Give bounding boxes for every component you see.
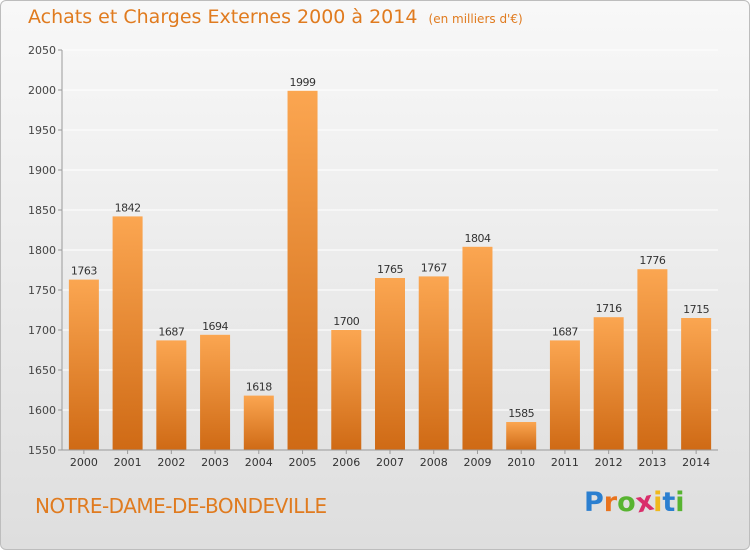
bar-2011 <box>549 340 580 450</box>
x-tick-label-2011: 2011 <box>551 456 579 469</box>
y-tick-label: 1550 <box>28 444 56 457</box>
proxiti-logo[interactable]: Proxiti <box>584 486 685 520</box>
x-tick-label-2006: 2006 <box>332 456 360 469</box>
y-tick-label: 1700 <box>28 324 56 337</box>
logo-letter: o <box>617 487 636 518</box>
x-tick-label-2009: 2009 <box>463 456 491 469</box>
value-label-2007: 1765 <box>377 263 403 276</box>
value-label-2002: 1687 <box>158 325 184 338</box>
bar-2013 <box>637 269 668 450</box>
value-label-2008: 1767 <box>421 261 447 274</box>
logo-letter: t <box>662 487 676 518</box>
x-tick-label-2013: 2013 <box>638 456 666 469</box>
y-tick-label: 1850 <box>28 204 56 217</box>
axes <box>58 49 718 454</box>
bar-2007 <box>375 278 405 450</box>
bars <box>68 90 712 451</box>
value-label-2003: 1694 <box>202 320 228 333</box>
y-tick-label: 2050 <box>28 44 56 57</box>
y-tick-label: 1750 <box>28 284 56 297</box>
value-label-2004: 1618 <box>246 381 272 394</box>
value-label-2000: 1763 <box>71 265 97 278</box>
labels: 1550 1600 1650 1700 1750 1800 1850 1900 1950 2000… <box>28 44 710 469</box>
x-tick-label-2003: 2003 <box>201 456 229 469</box>
commune-name: NOTRE-DAME-DE-BONDEVILLE <box>35 494 327 518</box>
value-label-2009: 1804 <box>464 232 490 245</box>
value-label-2006: 1700 <box>333 315 359 328</box>
chart-title: Achats et Charges Externes 2000 à 2014 (… <box>28 6 523 28</box>
value-label-2010: 1585 <box>508 407 534 420</box>
value-label-2011: 1687 <box>552 325 578 338</box>
logo-letter: i <box>653 487 663 518</box>
x-tick-label-2010: 2010 <box>507 456 535 469</box>
x-tick-label-2001: 2001 <box>114 456 142 469</box>
bar-2005 <box>287 90 318 451</box>
x-tick-label-2005: 2005 <box>289 456 317 469</box>
title-text: Achats et Charges Externes 2000 à 2014 <box>28 6 418 28</box>
y-tick-label: 1950 <box>28 124 56 137</box>
bar-2003 <box>200 334 231 450</box>
value-label-2013: 1776 <box>639 254 665 267</box>
unit-text: (en milliers d'€) <box>428 12 523 26</box>
logo-letter: r <box>603 487 618 518</box>
value-label-2014: 1715 <box>683 303 709 316</box>
y-tick-label: 2000 <box>28 84 56 97</box>
x-tick-label-2008: 2008 <box>420 456 448 469</box>
bar-2008 <box>418 276 449 450</box>
x-tick-label-2000: 2000 <box>70 456 98 469</box>
logo-letter: P <box>584 487 604 518</box>
bar-2012 <box>593 317 624 450</box>
bar-2002 <box>156 340 187 450</box>
bar-2006 <box>331 330 362 450</box>
bar-2004 <box>243 395 274 450</box>
y-tick-label: 1900 <box>28 164 56 177</box>
value-label-2012: 1716 <box>596 302 622 315</box>
x-tick-label-2012: 2012 <box>595 456 623 469</box>
y-tick-label: 1650 <box>28 364 56 377</box>
bar-2009 <box>462 246 493 450</box>
y-tick-label: 1800 <box>28 244 56 257</box>
bar-2014 <box>681 318 712 450</box>
bar-2000 <box>68 279 99 450</box>
x-tick-label-2007: 2007 <box>376 456 404 469</box>
bar-2010 <box>506 422 537 450</box>
y-tick-label: 1600 <box>28 404 56 417</box>
x-tick-label-2014: 2014 <box>682 456 710 469</box>
x-tick-label-2002: 2002 <box>157 456 185 469</box>
value-label-2001: 1842 <box>115 201 141 214</box>
x-tick-label-2004: 2004 <box>245 456 273 469</box>
bar-2001 <box>112 216 143 450</box>
value-label-2005: 1999 <box>290 76 316 89</box>
logo-letter: i <box>675 487 685 518</box>
